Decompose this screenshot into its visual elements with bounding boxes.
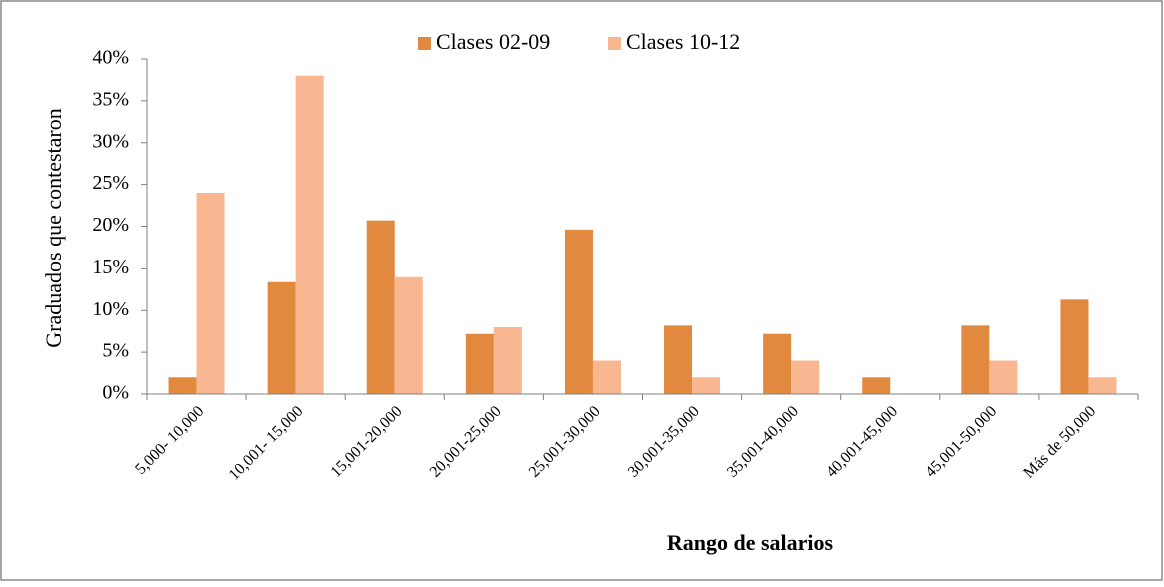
y-tick-label: 20%: [92, 214, 129, 236]
bar: [1088, 377, 1117, 394]
y-tick-label: 25%: [92, 172, 129, 194]
bar: [564, 229, 593, 394]
bar: [168, 377, 197, 394]
y-tick-label: 35%: [92, 88, 129, 110]
bar: [592, 360, 621, 394]
bar: [1060, 299, 1089, 394]
y-tick-label: 15%: [92, 256, 129, 278]
bar: [989, 360, 1018, 394]
bar: [366, 220, 395, 394]
y-tick-label: 0%: [102, 382, 129, 404]
bar: [664, 325, 693, 394]
legend-swatch: [608, 37, 621, 50]
legend-label: Clases 02-09: [436, 29, 550, 54]
bar: [465, 333, 494, 394]
legend-label: Clases 10-12: [626, 29, 740, 54]
y-tick-label: 30%: [92, 130, 129, 152]
x-axis-title: Rango de salarios: [667, 530, 834, 555]
legend-swatch: [418, 37, 431, 50]
y-tick-label: 5%: [102, 340, 129, 362]
bar: [961, 325, 990, 394]
y-tick-label: 40%: [92, 47, 129, 69]
y-tick-label: 10%: [92, 298, 129, 320]
bar: [295, 75, 324, 394]
bar: [862, 377, 891, 394]
y-axis-title: Graduados que contestaron: [41, 108, 66, 347]
bar: [791, 360, 820, 394]
bar: [692, 377, 721, 394]
bar: [267, 281, 296, 394]
bar: [196, 193, 225, 394]
bar: [493, 327, 522, 394]
bar: [394, 276, 423, 394]
bar: [763, 333, 792, 394]
